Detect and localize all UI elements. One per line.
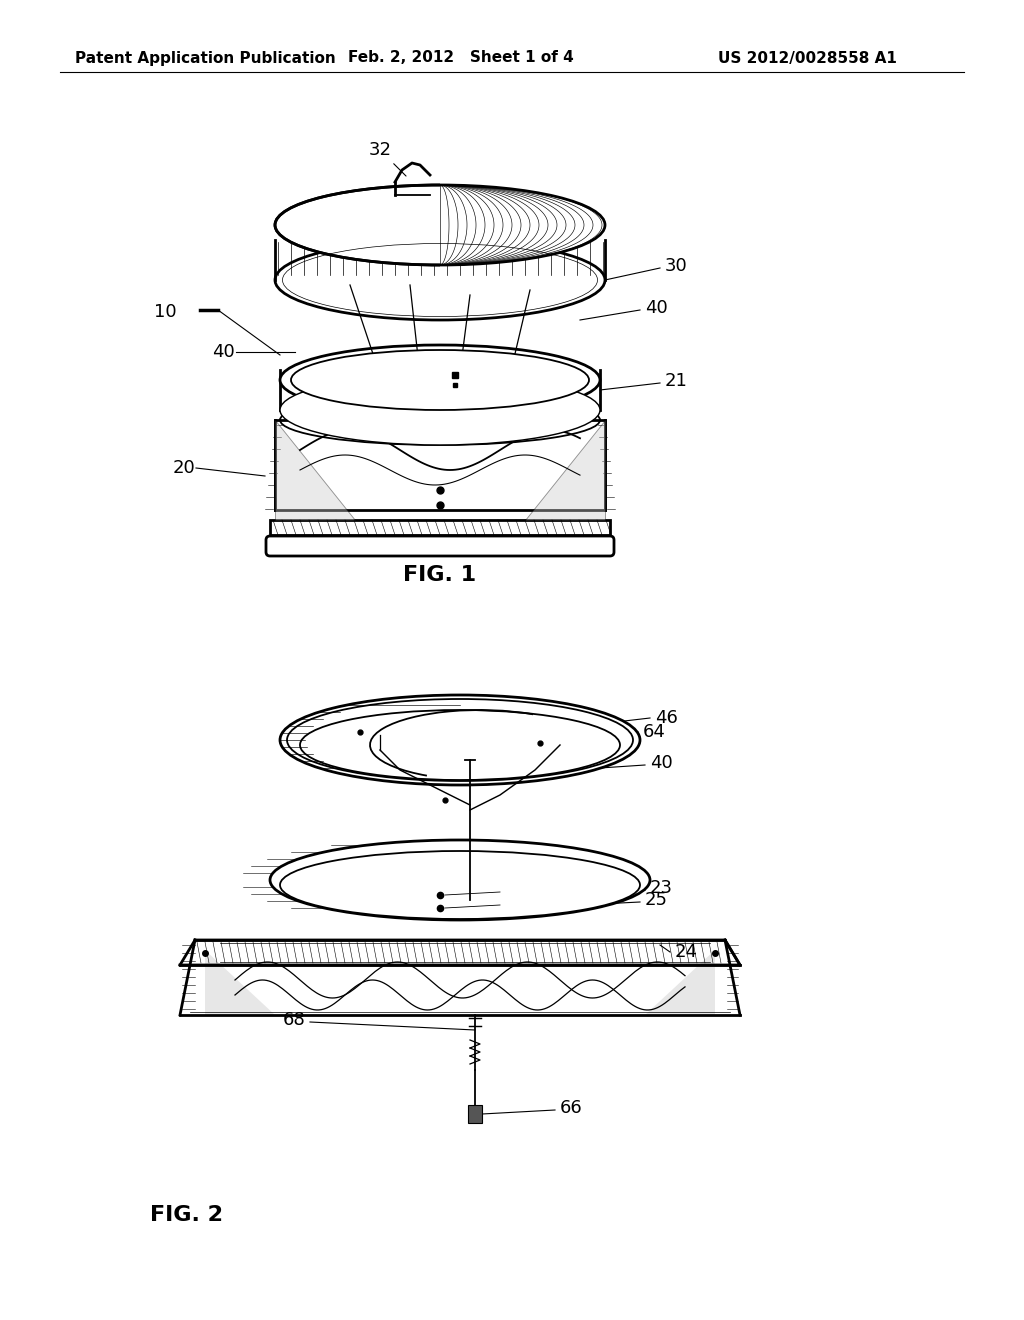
Text: Patent Application Publication: Patent Application Publication: [75, 50, 336, 66]
Ellipse shape: [280, 345, 600, 414]
Polygon shape: [275, 420, 355, 520]
Bar: [270, 520, 610, 535]
Text: Feb. 2, 2012   Sheet 1 of 4: Feb. 2, 2012 Sheet 1 of 4: [348, 50, 573, 66]
Text: 46: 46: [655, 709, 678, 727]
Ellipse shape: [275, 185, 605, 265]
Text: 24: 24: [675, 942, 698, 961]
Ellipse shape: [275, 240, 605, 319]
Text: 23: 23: [650, 879, 673, 898]
Text: 66: 66: [560, 1100, 583, 1117]
Ellipse shape: [291, 350, 589, 411]
Ellipse shape: [270, 840, 650, 920]
Text: 30: 30: [665, 257, 688, 275]
Text: 64: 64: [643, 723, 666, 741]
Text: 10: 10: [154, 304, 176, 321]
Text: FIG. 1: FIG. 1: [403, 565, 476, 585]
Text: 40: 40: [212, 343, 234, 360]
Text: FIG. 2: FIG. 2: [150, 1205, 223, 1225]
Text: 32: 32: [369, 141, 407, 176]
FancyBboxPatch shape: [266, 536, 614, 556]
Ellipse shape: [300, 710, 620, 780]
Text: 21: 21: [665, 372, 688, 389]
Text: US 2012/0028558 A1: US 2012/0028558 A1: [718, 50, 897, 66]
Text: 40: 40: [645, 300, 668, 317]
Polygon shape: [645, 950, 715, 1015]
Polygon shape: [525, 420, 605, 520]
Ellipse shape: [280, 851, 640, 919]
Text: 20: 20: [172, 459, 195, 477]
Polygon shape: [205, 950, 275, 1015]
Bar: [468, 1105, 482, 1123]
Ellipse shape: [280, 375, 600, 445]
Text: 40: 40: [650, 754, 673, 772]
Text: 25: 25: [645, 891, 668, 909]
Text: 68: 68: [283, 1011, 305, 1030]
Ellipse shape: [280, 696, 640, 785]
